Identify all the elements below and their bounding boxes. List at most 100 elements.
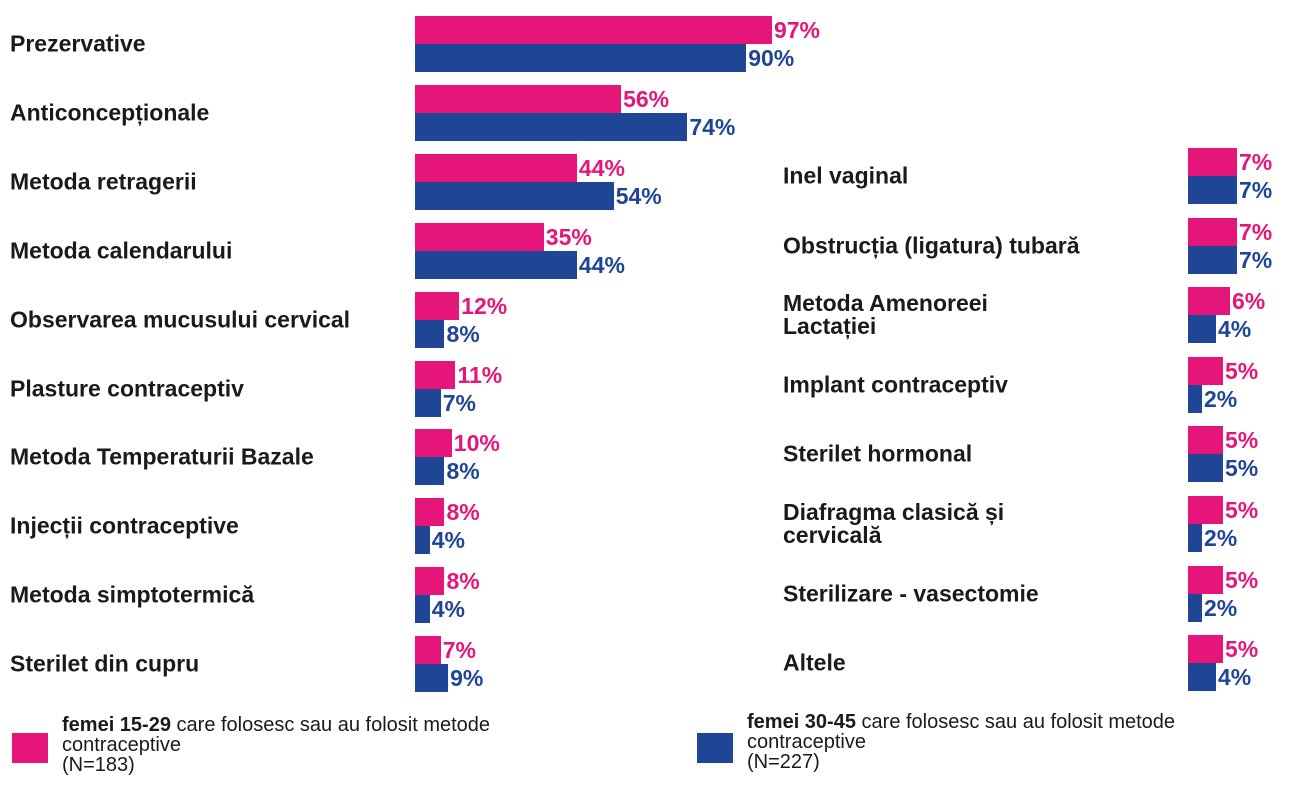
legend-note: (N=227) (747, 751, 820, 773)
bar (415, 636, 441, 665)
category-label: Inel vaginal (783, 162, 909, 189)
bar (415, 388, 441, 417)
bar (415, 181, 614, 210)
bar (1188, 384, 1202, 413)
category-label: Injecții contraceptive (10, 512, 239, 539)
category-label: Observarea mucusului cervical (10, 306, 351, 333)
value-label: 97% (773, 17, 820, 43)
category-label: Metoda Amenoreei Lactației (783, 290, 988, 340)
value-label: 7% (1239, 246, 1273, 273)
bar (415, 112, 688, 141)
category-label: Metoda simptotermică (10, 581, 255, 608)
bar (1188, 663, 1216, 692)
bar (1188, 148, 1237, 176)
bar (1188, 287, 1230, 316)
bar (415, 595, 430, 624)
value-label: 8% (446, 320, 480, 347)
value-label: 2% (1204, 525, 1238, 551)
legend-name: femei 30-45 (747, 711, 856, 733)
category-label: Diafragma clasică și cervicală (783, 499, 1005, 548)
bar (415, 498, 445, 527)
value-label: 8% (446, 568, 480, 595)
value-label: 7% (442, 637, 476, 664)
value-label: 8% (446, 458, 480, 485)
bar (415, 153, 577, 182)
category-label: Metoda Temperaturii Bazale (10, 443, 314, 470)
legend-swatch (697, 733, 733, 763)
bar (415, 567, 445, 596)
bar (415, 291, 460, 320)
legend-text: care folosesc sau au folosit metode cont… (747, 711, 1176, 753)
bar (1188, 454, 1223, 483)
bar (1188, 496, 1223, 524)
category-label: Sterilet din cupru (10, 650, 200, 677)
legend-entry: femei 15-29 care folosesc sau au folosit… (62, 715, 502, 775)
value-label: 5% (1225, 636, 1259, 663)
value-label: 5% (1225, 357, 1259, 384)
value-label: 8% (446, 499, 480, 526)
category-label: Altele (783, 649, 846, 676)
category-label: Metoda calendarului (10, 237, 233, 264)
category-label: Prezervative (10, 30, 146, 57)
value-label: 5% (1225, 427, 1259, 454)
value-label: 90% (748, 45, 795, 71)
value-label: 44% (578, 154, 625, 181)
category-label: Anticoncepționale (10, 99, 210, 126)
bar (1188, 426, 1223, 455)
legend-entry: femei 30-45 care folosesc sau au folosit… (747, 712, 1267, 772)
bar (1188, 565, 1223, 594)
bar (415, 44, 747, 72)
value-label: 4% (1218, 664, 1252, 691)
legend-text: care folosesc sau au folosit metode cont… (62, 714, 491, 756)
bar (1188, 356, 1223, 385)
value-label: 74% (689, 113, 736, 140)
value-label: 2% (1204, 594, 1238, 621)
value-label: 7% (1239, 218, 1273, 245)
bar (1188, 593, 1202, 622)
bar (1188, 315, 1216, 344)
value-label: 56% (623, 85, 670, 112)
bar (1188, 217, 1237, 246)
value-label: 7% (1239, 149, 1273, 175)
category-label: Obstrucția (ligatura) tubară (783, 232, 1080, 259)
value-label: 35% (545, 223, 592, 250)
value-label: 12% (461, 292, 508, 319)
value-label: 5% (1225, 455, 1259, 482)
value-label: 4% (431, 596, 465, 623)
bar (1188, 635, 1223, 664)
value-label: 44% (578, 251, 625, 278)
bar (1188, 245, 1237, 274)
legend-note: (N=183) (62, 754, 135, 776)
bar (1188, 176, 1237, 204)
value-label: 2% (1204, 385, 1238, 412)
bar (415, 429, 452, 458)
value-label: 54% (615, 182, 662, 209)
value-label: 9% (450, 665, 484, 692)
bar (415, 319, 445, 348)
value-label: 7% (442, 389, 476, 416)
value-label: 6% (1232, 288, 1266, 315)
value-label: 10% (453, 430, 500, 457)
category-label: Plasture contraceptiv (10, 375, 244, 401)
category-label: Metoda retragerii (10, 168, 197, 195)
value-label: 4% (1218, 316, 1252, 343)
legend-name: femei 15-29 (62, 714, 171, 736)
legend-swatch (12, 733, 48, 763)
bar (415, 16, 772, 44)
category-label: Sterilizare - vasectomie (783, 580, 1039, 607)
bar (415, 222, 544, 251)
bar (415, 84, 622, 113)
category-label: Implant contraceptiv (783, 371, 1008, 398)
bar (415, 664, 449, 693)
bar (415, 526, 430, 555)
category-label: Sterilet hormonal (783, 440, 973, 467)
value-label: 5% (1225, 566, 1259, 593)
bar (415, 457, 445, 486)
bar (415, 250, 577, 279)
value-label: 7% (1239, 177, 1273, 203)
bar (415, 360, 456, 389)
value-label: 4% (431, 527, 465, 554)
value-label: 5% (1225, 497, 1259, 523)
value-label: 11% (457, 361, 503, 388)
